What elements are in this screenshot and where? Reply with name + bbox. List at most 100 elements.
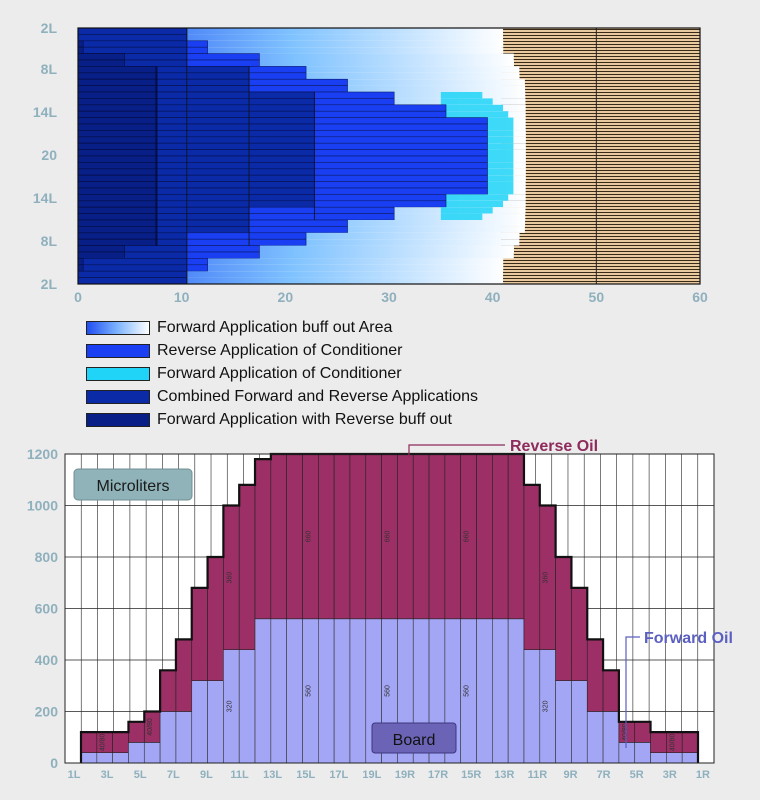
reverse-oil-leader (408, 444, 505, 457)
x-tick-label: 11L (230, 769, 249, 781)
forward-oil-bar (507, 618, 525, 764)
buff-out-bar (78, 258, 504, 265)
forward-reverse-buff-bar (77, 181, 157, 189)
forward-oil-bar (349, 618, 367, 764)
forward-oil-bar (602, 711, 620, 764)
forward-oil-bar (571, 680, 588, 764)
legend-swatch (86, 320, 150, 335)
reverse-oil-bar (333, 453, 351, 620)
forward-reverse-buff-bar (77, 98, 157, 106)
buff-out-bar (78, 252, 514, 259)
forward-reverse-buff-bar (77, 72, 157, 80)
y-tick-label: 14L (33, 190, 58, 206)
bar-value-label: 560 (385, 685, 392, 697)
forward-conditioner-bar (440, 194, 509, 201)
reverse-oil-bar (476, 453, 493, 620)
bar-value-label: 320 (226, 700, 233, 712)
legend-swatch (86, 412, 150, 427)
buff-out-bar (78, 53, 514, 60)
x-tick-label: 50 (589, 289, 605, 305)
bar-value-label: 660 (464, 530, 471, 542)
top-chart-legend: Forward Application buff out Area Revers… (86, 316, 546, 431)
forward-oil-bar (681, 752, 699, 764)
legend-item: Combined Forward and Reverse Application… (86, 385, 546, 408)
forward-reverse-buff-bar (77, 66, 157, 74)
forward-reverse-buff-bar (77, 238, 157, 246)
y-tick-label: 600 (35, 601, 59, 617)
x-tick-label: 17R (428, 769, 448, 781)
reverse-oil-bar (286, 453, 303, 620)
buff-out-bar (78, 264, 504, 272)
buff-out-bar (78, 28, 504, 35)
forward-reverse-buff-bar (77, 136, 157, 144)
forward-reverse-buff-bar (77, 232, 157, 240)
forward-reverse-buff-bar (77, 251, 125, 259)
legend-item: Forward Application buff out Area (86, 316, 546, 339)
combined-application-bar (77, 40, 188, 48)
y-tick-label: 400 (35, 652, 59, 668)
forward-oil-bar (318, 618, 335, 764)
x-tick-label: 1L (68, 769, 81, 781)
buff-out-bar (78, 271, 504, 278)
reverse-oil-bar (555, 556, 572, 681)
forward-oil-label: Forward Oil (644, 630, 733, 647)
forward-oil-bar (650, 752, 667, 764)
forward-conditioner-bar (440, 207, 493, 214)
forward-reverse-buff-bar (77, 78, 157, 86)
reverse-oil-bar (507, 453, 525, 620)
reverse-oil-bar (428, 453, 446, 620)
forward-reverse-buff-bar (77, 85, 157, 93)
forward-reverse-buff-bar (77, 226, 157, 234)
forward-conditioner-bar (440, 111, 509, 118)
forward-reverse-buff-bar (77, 149, 157, 157)
reverse-oil-bar (650, 731, 667, 754)
forward-oil-bar (555, 680, 572, 764)
forward-reverse-buff-bar (77, 40, 84, 48)
forward-oil-bar (270, 618, 287, 764)
bar-value-label: 40/80 (669, 734, 676, 752)
forward-oil-bar (586, 711, 604, 764)
x-tick-label: 1R (696, 769, 710, 781)
buff-out-bar (78, 245, 514, 252)
forward-reverse-buff-bar (77, 123, 157, 131)
legend-item: Reverse Application of Conditioner (86, 339, 546, 362)
forward-reverse-buff-bar (77, 130, 157, 138)
x-tick-label: 7R (597, 769, 611, 781)
forward-reverse-buff-bar (77, 117, 157, 125)
buff-out-bar (78, 47, 504, 54)
bar-value-label: 320 (543, 700, 550, 712)
legend-label: Forward Application with Reverse buff ou… (157, 410, 452, 428)
reverse-oil-bar (681, 731, 699, 754)
forward-reverse-buff-bar (77, 162, 157, 170)
x-tick-label: 20 (278, 289, 294, 305)
forward-oil-bar (191, 680, 208, 764)
bar-value-label: 560 (305, 685, 312, 697)
combined-application-bar (77, 264, 188, 272)
forward-reverse-buff-bar (77, 187, 157, 195)
combined-application-bar (77, 258, 188, 266)
bar-value-label: 660 (305, 530, 312, 542)
reverse-oil-bar (254, 458, 272, 620)
reverse-oil-bar (318, 453, 335, 620)
forward-reverse-buff-bar (77, 53, 125, 61)
forward-reverse-buff-bar (77, 155, 157, 163)
y-tick-label: 2L (41, 20, 58, 36)
x-tick-label: 5L (134, 769, 147, 781)
forward-reverse-buff-bar (77, 110, 157, 118)
y-tick-label: 2L (41, 276, 58, 292)
unit-label-box (73, 468, 193, 501)
buff-out-bar (78, 34, 504, 41)
forward-oil-bar (238, 649, 256, 764)
forward-reverse-buff-bar (77, 213, 157, 221)
legend-label: Forward Application of Conditioner (157, 364, 402, 382)
x-tick-label: 13L (263, 769, 282, 781)
x-tick-label: 9L (200, 769, 213, 781)
forward-reverse-buff-bar (77, 174, 157, 182)
reverse-oil-bar (571, 587, 588, 681)
forward-oil-bar (333, 618, 351, 764)
forward-oil-bar (254, 618, 272, 764)
forward-reverse-buff-bar (77, 168, 157, 176)
y-tick-label: 14L (33, 104, 58, 120)
forward-reverse-buff-bar (77, 258, 84, 266)
reverse-oil-bar (634, 721, 651, 743)
